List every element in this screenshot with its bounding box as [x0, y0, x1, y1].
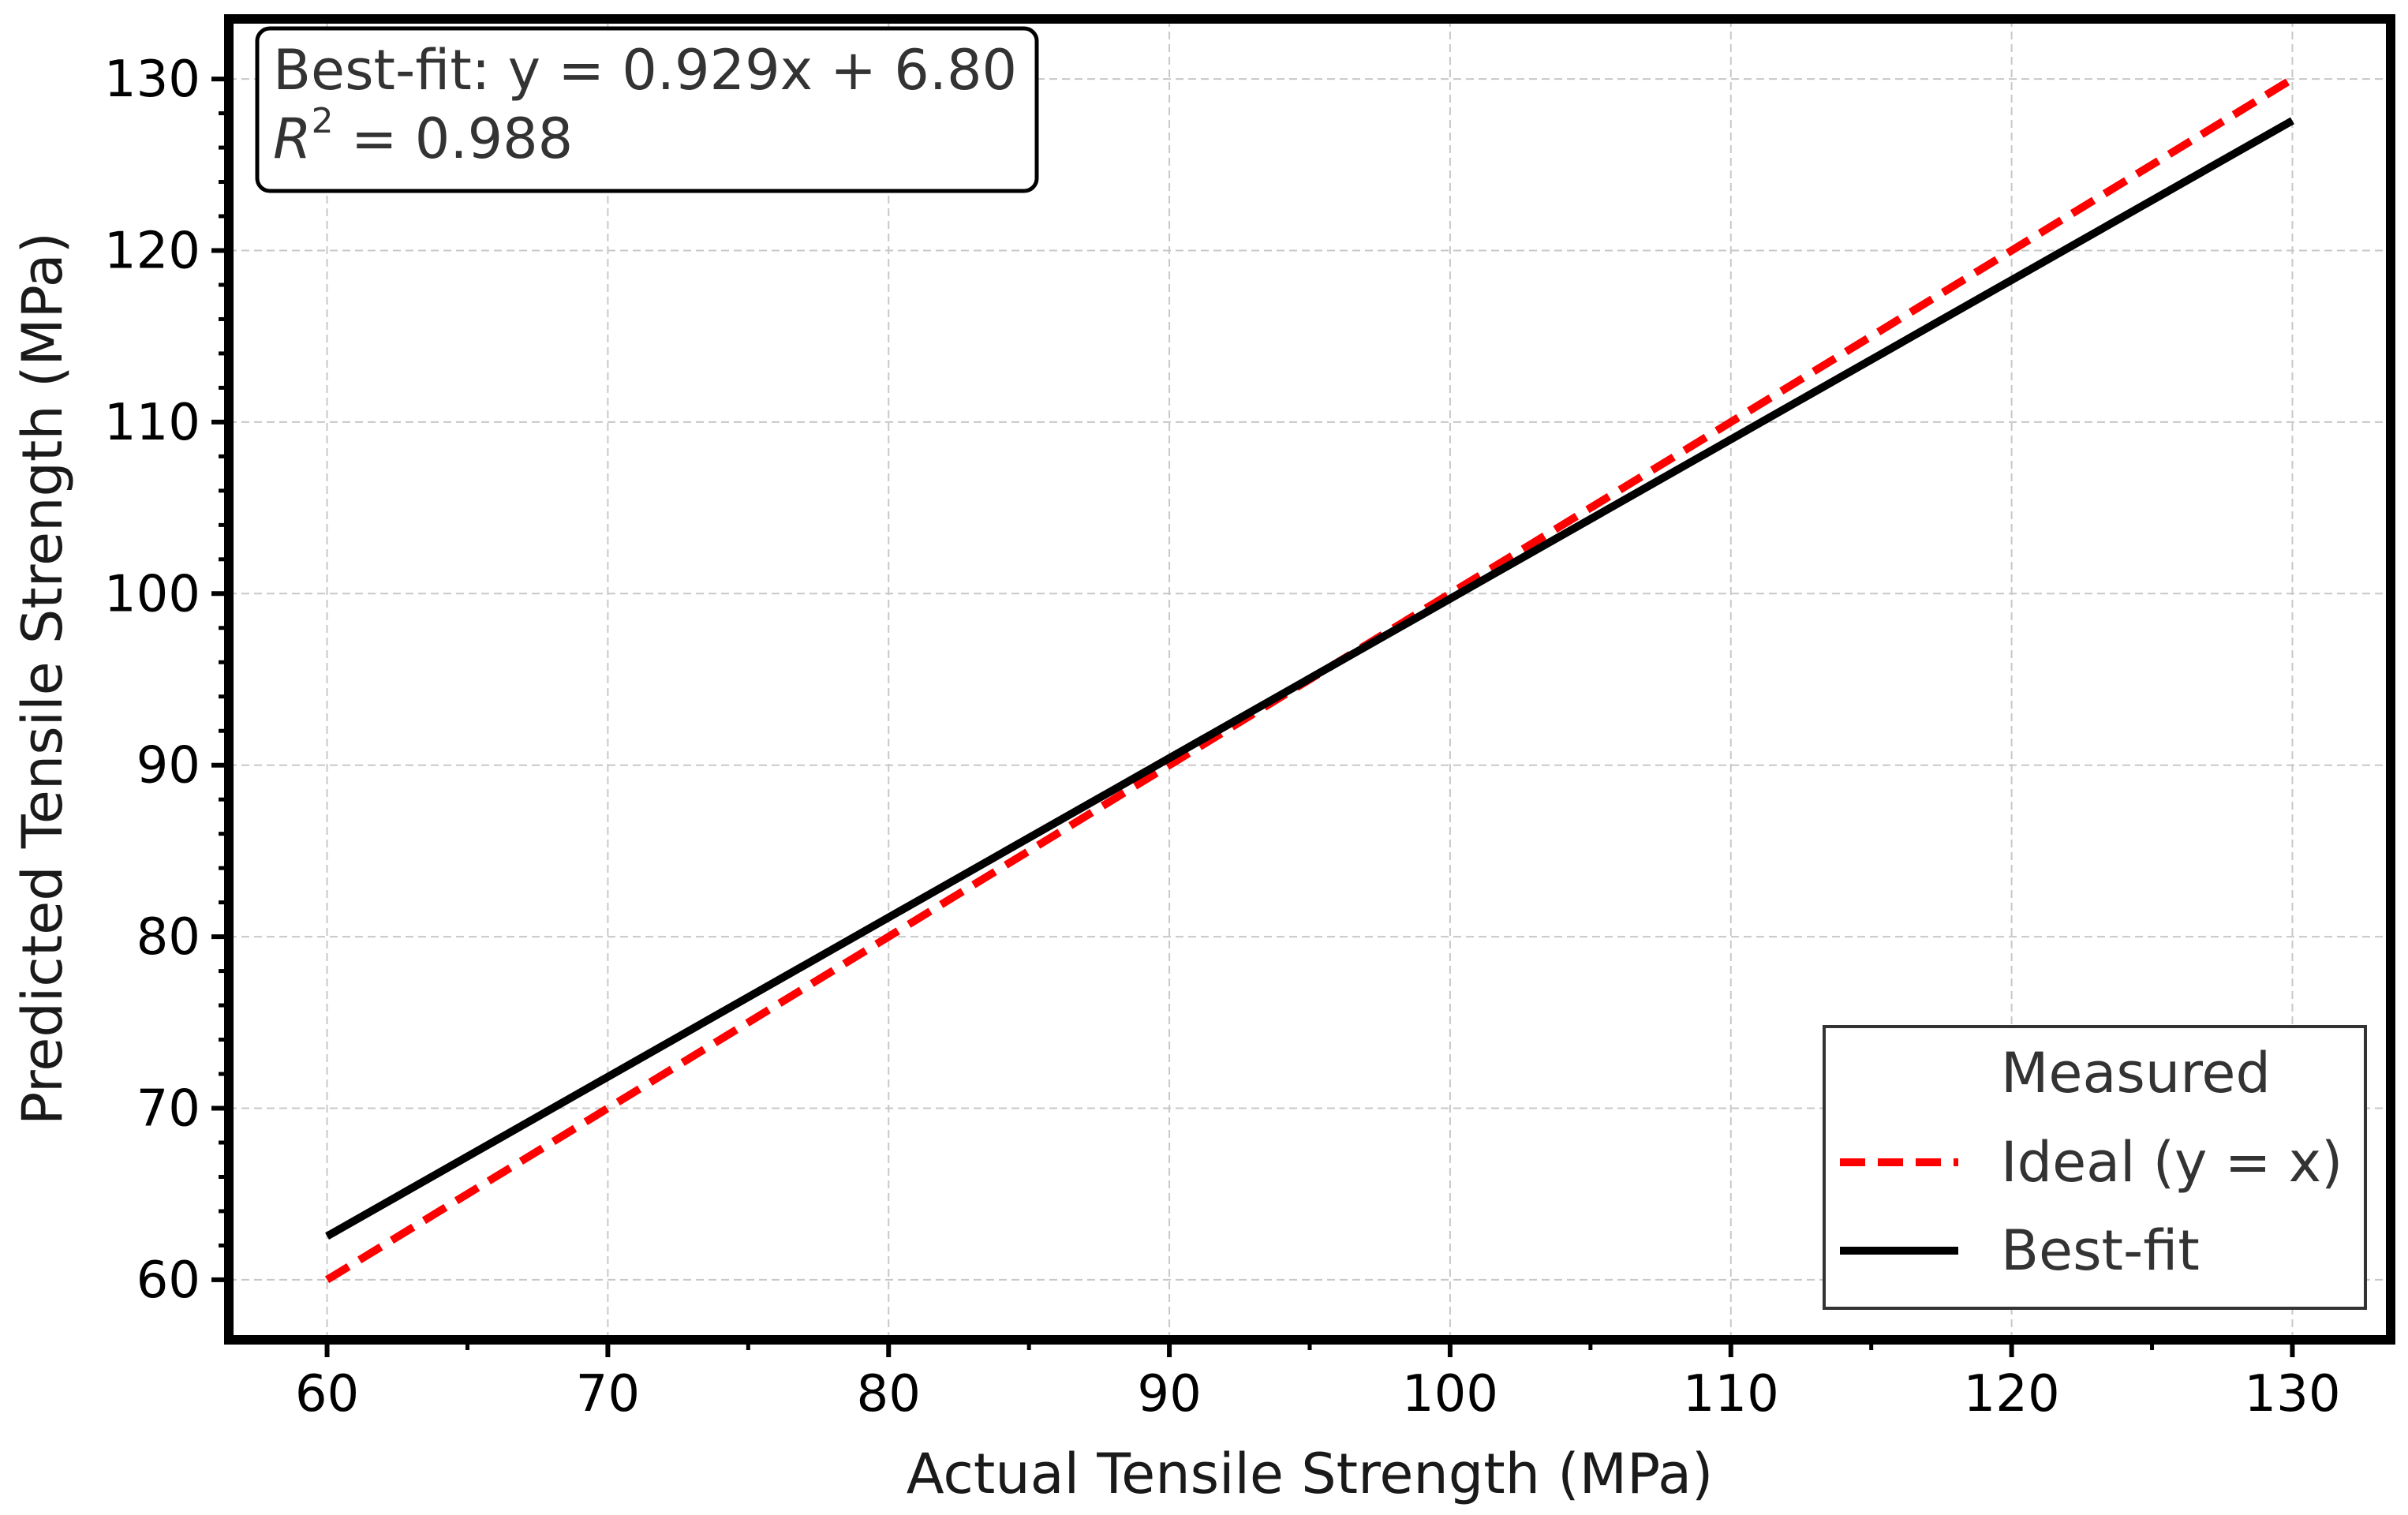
y-tick-label: 80	[136, 908, 200, 967]
tick-labels: 60 70 80 90 100 110 120 130 60 70 80 90 100 110 120 130	[104, 50, 2341, 1423]
legend-label: Measured	[2001, 1041, 2271, 1105]
r-symbol: R	[273, 107, 312, 171]
r-squared-text: R2 = 0.988	[273, 101, 573, 171]
x-tick-label: 100	[1402, 1365, 1498, 1423]
r-exponent: 2	[312, 101, 334, 141]
x-tick-label: 60	[295, 1365, 359, 1423]
y-tick-label: 130	[104, 50, 200, 109]
legend-frame	[1823, 1025, 2367, 1310]
x-tick-label: 90	[1137, 1365, 1201, 1423]
legend-label: Ideal (y = x)	[2001, 1130, 2343, 1195]
x-tick-label: 130	[2244, 1365, 2340, 1423]
best-fit-equation: Best-fit: y = 0.929x + 6.80	[273, 38, 1017, 103]
x-tick-label: 110	[1683, 1365, 1779, 1423]
x-tick-label: 80	[857, 1365, 921, 1423]
x-axis-label: Actual Tensile Strength (MPa)	[907, 1442, 1714, 1506]
x-tick-label: 70	[576, 1365, 640, 1423]
r-value: = 0.988	[334, 107, 574, 171]
y-tick-label: 110	[104, 394, 200, 452]
best-fit-line	[325, 117, 2294, 1240]
series-layer	[324, 75, 2295, 1284]
annotation-frame	[255, 26, 1039, 193]
y-tick-label: 70	[136, 1080, 200, 1139]
y-tick-label: 100	[104, 565, 200, 623]
ticks	[211, 77, 2295, 1357]
y-tick-label: 120	[104, 222, 200, 280]
annotation-box: Best-fit: y = 0.929x + 6.80 R2 = 0.988	[255, 26, 1039, 193]
y-axis-label: Predicted Tensile Strength (MPa)	[10, 232, 75, 1125]
legend: Measured Ideal (y = x) Best-fit	[1823, 1025, 2367, 1310]
x-tick-label: 120	[1964, 1365, 2060, 1423]
y-tick-label: 60	[136, 1251, 200, 1310]
legend-entries: Measured Ideal (y = x) Best-fit	[1840, 1041, 2343, 1283]
y-tick-label: 90	[136, 737, 200, 795]
legend-label: Best-fit	[2001, 1218, 2200, 1283]
